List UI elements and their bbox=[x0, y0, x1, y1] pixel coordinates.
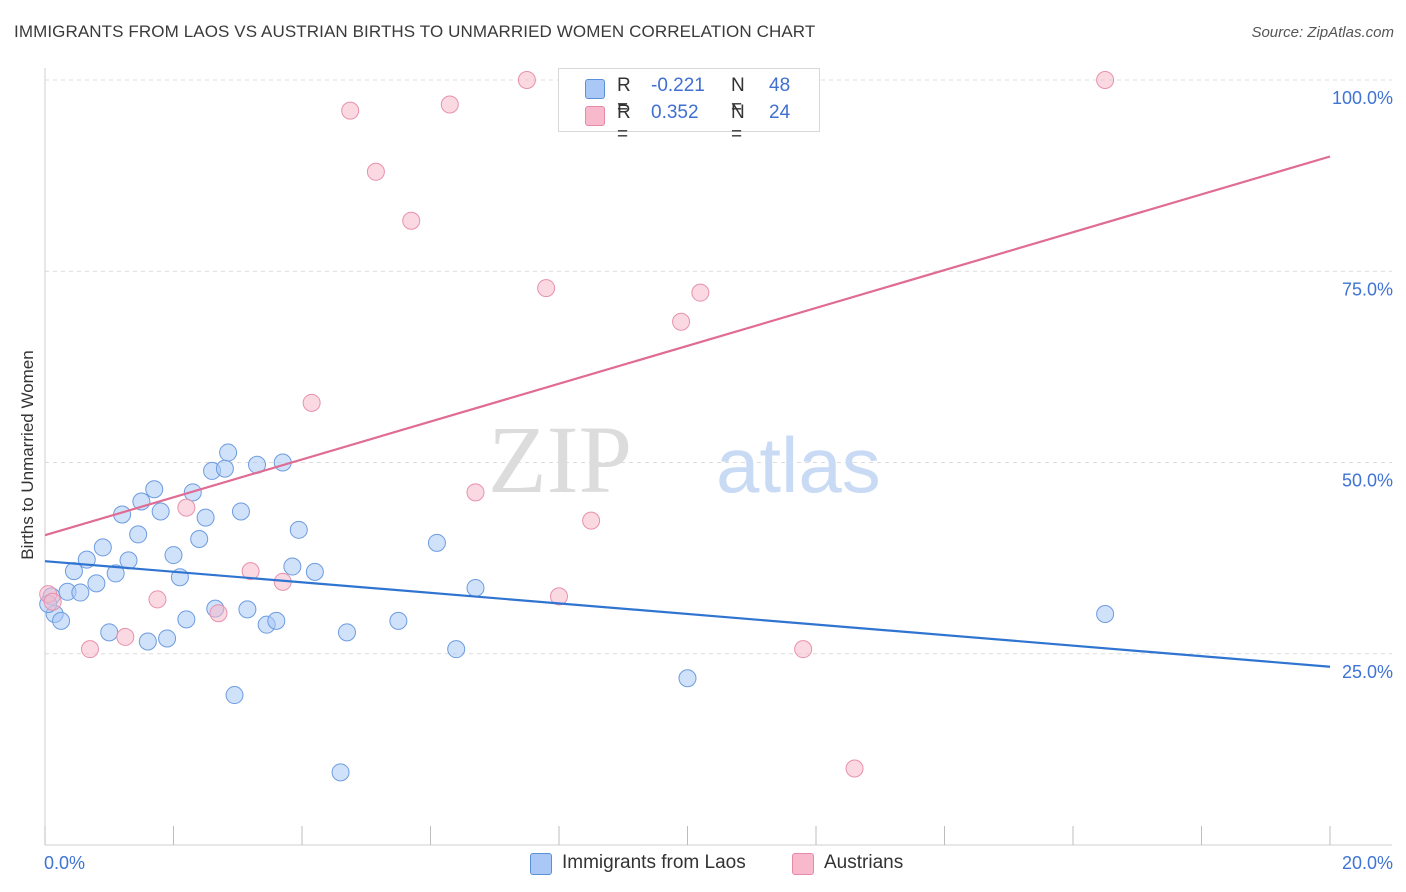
x-tick-label: 0.0% bbox=[44, 853, 85, 873]
laos-point bbox=[267, 611, 286, 630]
correlation-legend: R = -0.221 N = 48 R = 0.352 N = 24 bbox=[558, 68, 820, 145]
legend-r-label: R = bbox=[617, 102, 631, 145]
legend-r-label: R = bbox=[617, 75, 631, 118]
austrians-point bbox=[794, 640, 813, 659]
axes bbox=[44, 68, 1392, 846]
laos-point bbox=[190, 530, 209, 548]
austrians-point bbox=[440, 95, 459, 114]
austrians-point bbox=[691, 283, 710, 302]
laos-point bbox=[215, 459, 234, 478]
laos-point bbox=[225, 686, 244, 705]
austrians-point bbox=[672, 312, 691, 331]
austrians-point bbox=[466, 483, 485, 502]
legend-n-value: 24 bbox=[769, 102, 791, 123]
laos-point bbox=[678, 669, 697, 688]
laos-point bbox=[337, 623, 356, 642]
austrians-point bbox=[341, 101, 360, 120]
data-points bbox=[39, 71, 1115, 782]
laos-point bbox=[71, 583, 90, 602]
legend-n-label: N = bbox=[731, 75, 745, 118]
y-tick-label: 100.0% bbox=[1332, 88, 1393, 108]
laos-point bbox=[427, 533, 446, 552]
y-tick-label: 50.0% bbox=[1342, 471, 1393, 491]
watermark-atlas: atlas bbox=[716, 421, 881, 509]
tick-labels: 25.0% 50.0% 75.0% 100.0% 0.0% 20.0% bbox=[44, 88, 1393, 873]
austrians-trend-line bbox=[44, 155, 1331, 537]
laos-trend-line bbox=[44, 560, 1331, 668]
laos-point bbox=[289, 520, 308, 539]
austrians-point bbox=[550, 587, 568, 606]
austrians-point bbox=[1096, 71, 1115, 89]
legend-n-label: N = bbox=[731, 102, 745, 145]
laos-point bbox=[283, 557, 302, 576]
x-tick-label: 20.0% bbox=[1342, 853, 1393, 873]
trend-lines bbox=[44, 155, 1331, 668]
austrians-point bbox=[116, 627, 135, 646]
laos-point bbox=[100, 623, 119, 642]
laos-point bbox=[331, 763, 350, 782]
austrians-point bbox=[845, 759, 864, 778]
legend-swatch-laos bbox=[585, 79, 605, 99]
chart-title: IMMIGRANTS FROM LAOS VS AUSTRIAN BIRTHS … bbox=[14, 22, 816, 41]
austrians-point bbox=[209, 604, 228, 623]
laos-point bbox=[158, 629, 177, 648]
laos-point bbox=[145, 480, 164, 499]
legend-r-value: -0.221 bbox=[651, 75, 705, 96]
laos-point bbox=[52, 611, 71, 630]
austrians-point bbox=[517, 71, 536, 89]
laos-point bbox=[447, 640, 466, 659]
laos-point bbox=[119, 551, 138, 570]
laos-point bbox=[177, 610, 196, 629]
laos-point bbox=[93, 538, 112, 557]
watermark: ZIP atlas bbox=[488, 406, 881, 513]
laos-point bbox=[129, 525, 148, 544]
series-label-austrians: Austrians bbox=[824, 852, 904, 873]
austrians-point bbox=[43, 592, 62, 611]
laos-point bbox=[151, 502, 170, 521]
y-tick-label: 75.0% bbox=[1342, 279, 1393, 299]
laos-point bbox=[389, 611, 408, 630]
austrians-point bbox=[537, 279, 556, 298]
austrians-point bbox=[148, 590, 167, 609]
watermark-zip: ZIP bbox=[488, 406, 632, 513]
austrians-point bbox=[177, 498, 196, 517]
laos-point bbox=[305, 562, 324, 581]
laos-point bbox=[231, 502, 250, 521]
laos-point bbox=[219, 443, 238, 462]
series-label-laos: Immigrants from Laos bbox=[562, 852, 746, 873]
austrians-point bbox=[366, 162, 385, 181]
source-note: Source: ZipAtlas.com bbox=[1251, 24, 1394, 41]
laos-point bbox=[466, 578, 485, 597]
laos-point bbox=[238, 600, 257, 619]
y-tick-label: 25.0% bbox=[1342, 662, 1393, 682]
series-swatch-laos bbox=[530, 853, 552, 875]
laos-point bbox=[106, 564, 125, 583]
laos-point bbox=[164, 546, 183, 565]
laos-point bbox=[1096, 604, 1115, 623]
austrians-point bbox=[241, 562, 260, 581]
laos-point bbox=[87, 574, 106, 593]
austrians-point bbox=[80, 640, 99, 659]
austrians-point bbox=[402, 211, 421, 230]
legend-r-value: 0.352 bbox=[651, 102, 699, 123]
series-swatch-austrians bbox=[792, 853, 814, 875]
legend-n-value: 48 bbox=[769, 75, 791, 96]
legend-swatch-austrians bbox=[585, 106, 605, 126]
laos-point bbox=[196, 508, 215, 527]
austrians-point bbox=[302, 393, 321, 412]
laos-point bbox=[138, 632, 157, 651]
austrians-point bbox=[582, 511, 601, 530]
